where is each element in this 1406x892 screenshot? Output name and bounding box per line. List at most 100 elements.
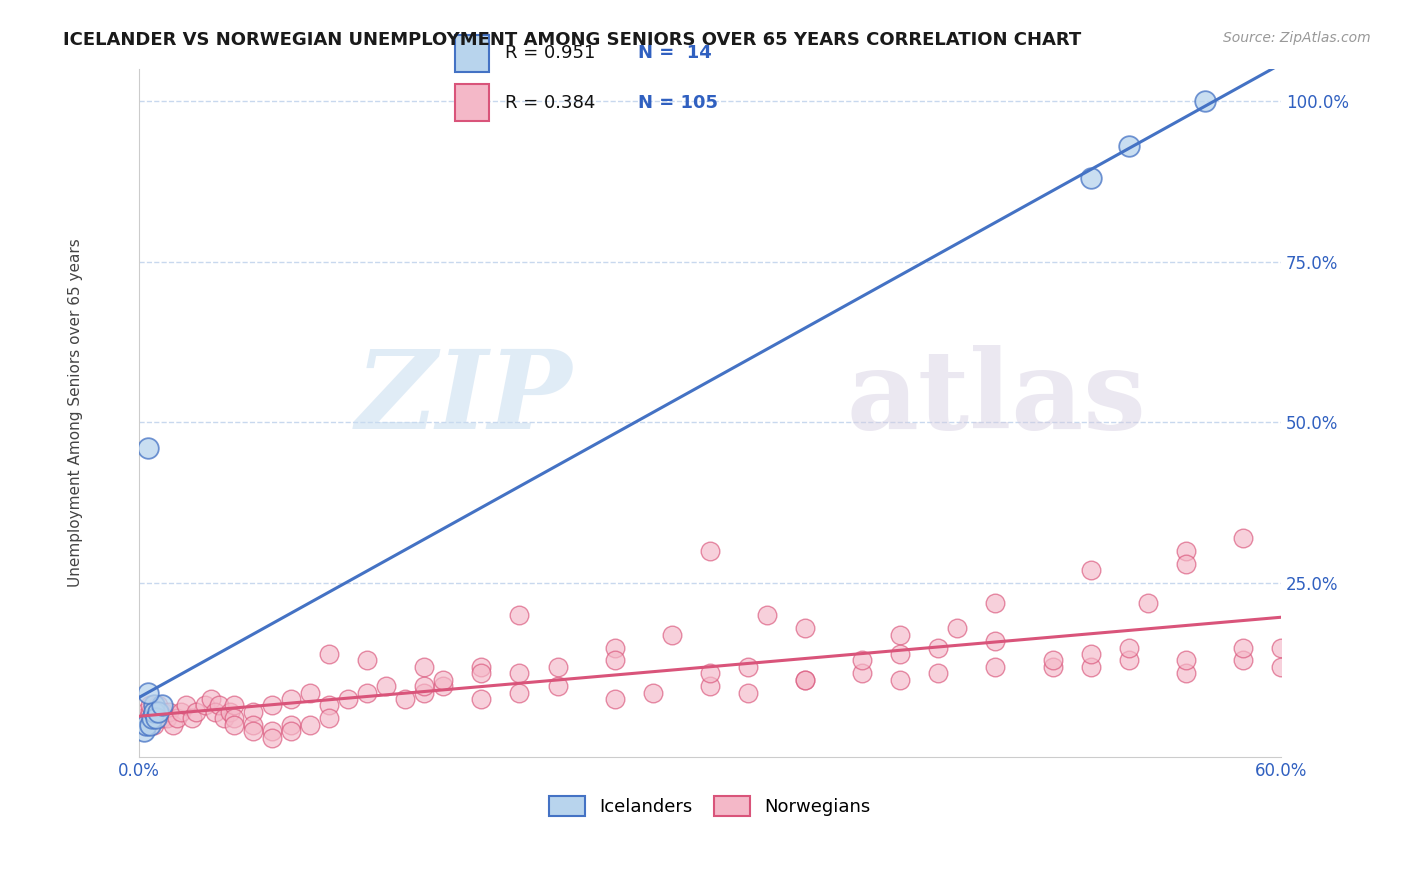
Point	[134, 724, 156, 739]
Point	[984, 595, 1007, 609]
Point	[142, 705, 165, 719]
Point	[1174, 653, 1197, 667]
Point	[1270, 640, 1292, 655]
Point	[194, 698, 217, 713]
FancyBboxPatch shape	[456, 84, 489, 121]
Point	[432, 673, 454, 687]
Point	[222, 711, 245, 725]
Point	[204, 705, 226, 719]
Point	[169, 705, 191, 719]
Point	[603, 653, 626, 667]
Text: R = 0.951: R = 0.951	[505, 45, 595, 62]
Point	[150, 711, 173, 725]
Point	[200, 692, 222, 706]
Point	[794, 621, 817, 635]
Point	[1118, 138, 1140, 153]
Point	[413, 685, 436, 699]
Point	[1174, 557, 1197, 571]
Point	[146, 705, 169, 719]
Text: N =  14: N = 14	[638, 45, 711, 62]
Point	[1080, 563, 1102, 577]
Point	[174, 698, 197, 713]
Point	[146, 711, 169, 725]
Point	[156, 711, 179, 725]
Point	[141, 711, 163, 725]
Point	[794, 673, 817, 687]
Point	[318, 698, 340, 713]
Point	[280, 724, 302, 739]
Point	[318, 647, 340, 661]
Point	[661, 628, 683, 642]
Point	[603, 692, 626, 706]
Point	[142, 698, 165, 713]
Point	[737, 685, 759, 699]
Text: N = 105: N = 105	[638, 94, 717, 112]
Point	[1042, 660, 1064, 674]
Point	[851, 653, 873, 667]
Point	[152, 705, 174, 719]
Point	[150, 698, 173, 713]
Point	[889, 647, 911, 661]
Point	[1174, 544, 1197, 558]
Point	[214, 711, 236, 725]
Legend: Icelanders, Norwegians: Icelanders, Norwegians	[541, 789, 879, 823]
Point	[145, 711, 167, 725]
Point	[470, 666, 492, 681]
Point	[603, 640, 626, 655]
Point	[134, 718, 156, 732]
Point	[737, 660, 759, 674]
Point	[1136, 595, 1159, 609]
Point	[375, 679, 398, 693]
Point	[699, 679, 721, 693]
Point	[1194, 94, 1216, 108]
Text: atlas: atlas	[846, 345, 1147, 452]
Point	[298, 718, 321, 732]
Point	[260, 731, 283, 745]
Point	[508, 608, 530, 623]
Point	[157, 705, 180, 719]
Text: Unemployment Among Seniors over 65 years: Unemployment Among Seniors over 65 years	[69, 238, 83, 587]
Point	[547, 679, 569, 693]
Point	[222, 698, 245, 713]
Point	[851, 666, 873, 681]
Point	[394, 692, 416, 706]
Point	[470, 660, 492, 674]
Point	[699, 544, 721, 558]
Point	[139, 705, 162, 719]
Point	[181, 711, 204, 725]
Point	[755, 608, 778, 623]
Point	[136, 711, 159, 725]
Point	[641, 685, 664, 699]
Point	[413, 679, 436, 693]
Point	[337, 692, 360, 706]
Point	[298, 685, 321, 699]
Point	[166, 711, 188, 725]
Point	[184, 705, 207, 719]
Point	[1270, 660, 1292, 674]
Point	[162, 718, 184, 732]
Point	[131, 711, 153, 725]
Point	[1118, 640, 1140, 655]
Point	[889, 628, 911, 642]
Point	[260, 724, 283, 739]
Point	[136, 441, 159, 455]
Point	[146, 698, 169, 713]
Point	[260, 698, 283, 713]
Point	[145, 705, 167, 719]
Point	[139, 698, 162, 713]
Point	[242, 724, 264, 739]
Point	[432, 679, 454, 693]
Point	[1080, 647, 1102, 661]
FancyBboxPatch shape	[456, 35, 489, 72]
Point	[1232, 640, 1254, 655]
Text: ICELANDER VS NORWEGIAN UNEMPLOYMENT AMONG SENIORS OVER 65 YEARS CORRELATION CHAR: ICELANDER VS NORWEGIAN UNEMPLOYMENT AMON…	[63, 31, 1081, 49]
Point	[1232, 653, 1254, 667]
Point	[984, 634, 1007, 648]
Point	[1174, 666, 1197, 681]
Point	[508, 666, 530, 681]
Point	[135, 705, 157, 719]
Point	[280, 718, 302, 732]
Point	[470, 692, 492, 706]
Point	[136, 685, 159, 699]
Point	[1042, 653, 1064, 667]
